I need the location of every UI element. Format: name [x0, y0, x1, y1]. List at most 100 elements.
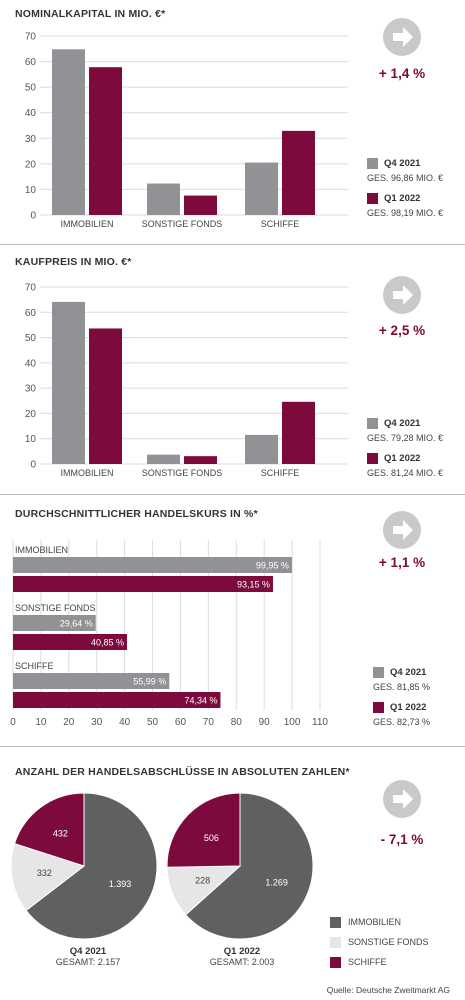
pie1-caption-name: Q4 2021	[69, 946, 107, 957]
legend-swatch-q4	[367, 158, 378, 169]
y-tick-label: 10	[25, 185, 37, 196]
pie2-slice-label: 228	[195, 876, 210, 886]
category-label: SONSTIGE FONDS	[142, 468, 223, 478]
bar-sonstige-fonds-1	[184, 195, 217, 215]
chart3-handelskurs: 0 10 20 30 40 50 60 70 80 90 100 110 IMMOBILIEN 99,95…	[10, 540, 328, 728]
pie1-slice-schiffe	[13, 792, 85, 867]
y-tick-label: 50	[25, 83, 37, 94]
legend-swatch-q4	[373, 667, 384, 678]
chart1-nominalkapital: 0 10 20 30 40 50 60 70 IMMOBILIEN SONSTIGE FONDS S…	[25, 32, 348, 229]
pie2-caption-total: GESAMT: 2.003	[209, 957, 275, 967]
x-tick-label: 50	[147, 717, 159, 728]
chart4-title: ANZAHL DER HANDELSABSCHLÜSSE IN ABSOLUTE…	[15, 766, 350, 778]
x-tick-label: 40	[119, 717, 131, 728]
x-tick-label: 90	[259, 717, 271, 728]
x-tick-label: 80	[231, 717, 243, 728]
category-label: SONSTIGE FONDS	[15, 603, 96, 613]
y-tick-label: 70	[25, 283, 37, 294]
divider	[0, 494, 465, 495]
arrow-right-icon	[383, 276, 421, 314]
pie1-caption-total: GESAMT: 2.157	[55, 957, 121, 967]
pie1-caption: Q4 2021 GESAMT: 2.157	[28, 946, 148, 967]
y-tick-label: 10	[25, 434, 37, 445]
bar-sonstige-fonds-1	[184, 456, 217, 464]
y-tick-label: 20	[25, 159, 37, 170]
category-label: SCHIFFE	[261, 468, 300, 478]
category-label: IMMOBILIEN	[60, 468, 113, 478]
chart3-title: DURCHSCHNITTLICHER HANDELSKURS IN %*	[15, 508, 258, 520]
y-tick-label: 60	[25, 57, 37, 68]
y-tick-label: 20	[25, 409, 37, 420]
chart2-legend-q1: Q1 2022	[384, 453, 421, 464]
hbar-schiffe-1	[13, 692, 221, 708]
bar-schiffe-0	[245, 434, 278, 464]
bar-immobilien-0	[52, 49, 85, 215]
x-tick-label: 30	[91, 717, 103, 728]
divider	[0, 244, 465, 245]
chart1-legend-q4-total: GES. 96,86 MIO. €	[367, 173, 444, 183]
pie2-caption-name: Q1 2022	[223, 946, 261, 957]
chart1-legend-q1: Q1 2022	[384, 193, 421, 204]
x-tick-label: 110	[312, 717, 328, 728]
chart3-legend-q1: Q1 2022	[390, 702, 427, 713]
pie-legend-swatch-schiffe	[330, 957, 341, 968]
category-label: IMMOBILIEN	[15, 545, 68, 555]
hbar-sonstige-fonds-1	[13, 634, 128, 650]
pie1-slice-label: 432	[53, 829, 68, 839]
x-tick-label: 0	[10, 717, 16, 728]
pie1-slice-label: 1.393	[109, 879, 132, 889]
arrow-right-icon	[383, 18, 421, 56]
y-tick-label: 0	[30, 460, 36, 471]
y-tick-label: 30	[25, 384, 37, 395]
chart2-title: KAUFPREIS IN MIO. €*	[15, 256, 132, 268]
pie2-slice-label: 1.269	[265, 877, 288, 887]
arrow-right-icon	[383, 511, 421, 549]
chart1-legend-q4: Q4 2021	[384, 158, 421, 169]
bar-value-label: 93,15 %	[237, 580, 270, 590]
y-tick-label: 70	[25, 32, 37, 43]
chart2-legend-q4-total: GES. 79,28 MIO. €	[367, 433, 444, 443]
y-tick-label: 40	[25, 358, 37, 369]
arrow-right-icon	[383, 780, 421, 818]
y-tick-label: 50	[25, 333, 37, 344]
chart2-legend-q1-total: GES. 81,24 MIO. €	[367, 468, 444, 478]
chart2-legend-q4: Q4 2021	[384, 418, 421, 429]
hbar-schiffe-0	[13, 673, 170, 689]
divider	[0, 746, 465, 747]
pie2-slice-label: 506	[204, 833, 219, 843]
chart3-legend-q4-total: GES. 81,85 %	[373, 682, 431, 692]
legend-swatch-q1	[367, 453, 378, 464]
bar-immobilien-1	[89, 67, 122, 215]
pie1-slice-immobilien	[25, 792, 158, 940]
chart4-change: - 7,1 %	[380, 832, 424, 847]
hbar-immobilien-1	[13, 576, 273, 592]
pie-legend-immobilien: IMMOBILIEN	[348, 917, 402, 927]
chart2-kaufpreis: 0 10 20 30 40 50 60 70 IMMOBILIEN SONSTIGE FONDS S…	[25, 283, 348, 478]
bar-value-label: 74,34 %	[184, 696, 217, 706]
x-tick-label: 60	[175, 717, 187, 728]
chart1-change: + 1,4 %	[378, 66, 426, 81]
bar-value-label: 55,99 %	[133, 677, 166, 687]
pie-legend-schiffe: SCHIFFE	[348, 957, 387, 967]
chart3-legend-q1-total: GES. 82,73 %	[373, 717, 431, 727]
chart3-change: + 1,1 %	[378, 555, 426, 570]
pie-legend-swatch-sonstige	[330, 937, 341, 948]
x-tick-label: 70	[203, 717, 215, 728]
source-note: Quelle: Deutsche Zweitmarkt AG	[326, 985, 450, 995]
legend-swatch-q1	[373, 702, 384, 713]
category-label: SCHIFFE	[261, 219, 300, 229]
bar-immobilien-0	[52, 301, 85, 464]
legend-swatch-q4	[367, 418, 378, 429]
bar-sonstige-fonds-0	[147, 183, 180, 215]
y-tick-label: 30	[25, 134, 37, 145]
pie2-caption: Q1 2022 GESAMT: 2.003	[182, 946, 302, 967]
bar-value-label: 99,95 %	[256, 561, 289, 571]
chart1-legend-q1-total: GES. 98,19 MIO. €	[367, 208, 444, 218]
chart2-change: + 2,5 %	[378, 323, 426, 338]
chart1-title: NOMINALKAPITAL IN MIO. €*	[15, 8, 166, 20]
bar-schiffe-1	[282, 401, 315, 464]
bar-sonstige-fonds-0	[147, 454, 180, 464]
bar-schiffe-1	[282, 130, 315, 215]
x-tick-label: 20	[63, 717, 75, 728]
